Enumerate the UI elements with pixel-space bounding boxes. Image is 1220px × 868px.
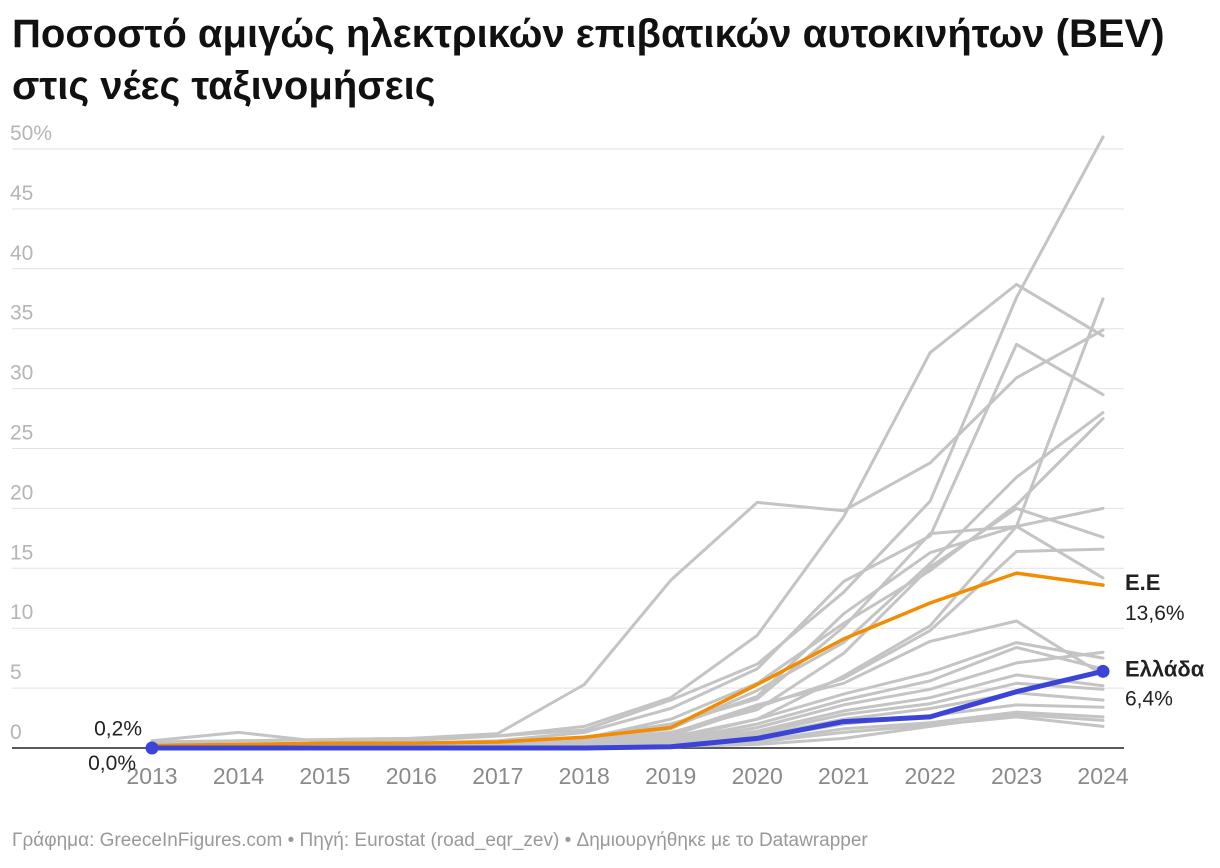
y-tick-label: 45	[10, 182, 33, 205]
country-series-line	[150, 328, 1105, 746]
x-tick-label: 2018	[559, 763, 610, 789]
x-tick-label: 2024	[1077, 763, 1128, 789]
greece-point-marker	[145, 741, 159, 755]
greece-point-marker	[1096, 664, 1110, 678]
x-axis-ticks: 2013 2014 2015 2016 2017 2018 2019 2020 2021 2022…	[126, 763, 1128, 789]
y-tick-label: 40	[10, 242, 33, 265]
y-tick-label: 10	[10, 601, 33, 624]
y-axis-ticks: 50% 45 40 35 30 25 20 15 10 5 0	[10, 122, 52, 744]
eu-series-name: Ε.Ε	[1125, 570, 1160, 595]
y-tick-label: 0	[10, 721, 22, 744]
x-tick-label: 2013	[126, 763, 177, 789]
highlighted-series	[145, 571, 1110, 755]
eu-end-value: 13,6%	[1125, 602, 1185, 625]
y-tick-label: 25	[10, 422, 33, 445]
eu-start-value: 0,2%	[94, 718, 142, 741]
x-tick-label: 2019	[645, 763, 696, 789]
x-tick-label: 2020	[732, 763, 783, 789]
x-tick-label: 2022	[905, 763, 956, 789]
x-tick-label: 2014	[213, 763, 264, 789]
y-tick-label: 20	[10, 481, 33, 504]
x-tick-label: 2015	[299, 763, 350, 789]
series-labels: Ε.Ε 13,6% Ελλάδα 6,4% 0,2% 0,0%	[88, 570, 1205, 775]
greece-series-line	[149, 668, 1106, 751]
y-tick-label: 30	[10, 362, 33, 385]
x-tick-label: 2023	[991, 763, 1042, 789]
eu-series-line	[150, 571, 1105, 748]
country-series-line	[150, 282, 1105, 744]
y-tick-label: 50%	[10, 122, 52, 145]
greece-end-value: 6,4%	[1125, 687, 1173, 710]
y-tick-label: 5	[10, 661, 22, 684]
x-tick-label: 2016	[386, 763, 437, 789]
chart-title: Ποσοστό αμιγώς ηλεκτρικών επιβατικών αυτ…	[12, 12, 1165, 108]
greece-start-value: 0,0%	[88, 752, 136, 775]
background-series	[150, 135, 1105, 750]
chart-footer: Γράφημα: GreeceInFigures.com • Πηγή: Eur…	[12, 830, 868, 851]
y-tick-label: 35	[10, 302, 33, 325]
y-tick-label: 15	[10, 541, 33, 564]
x-tick-label: 2017	[472, 763, 523, 789]
grid-lines	[12, 148, 1124, 749]
country-series-line	[150, 135, 1105, 744]
greece-series-name: Ελλάδα	[1125, 656, 1205, 681]
x-tick-label: 2021	[818, 763, 869, 789]
